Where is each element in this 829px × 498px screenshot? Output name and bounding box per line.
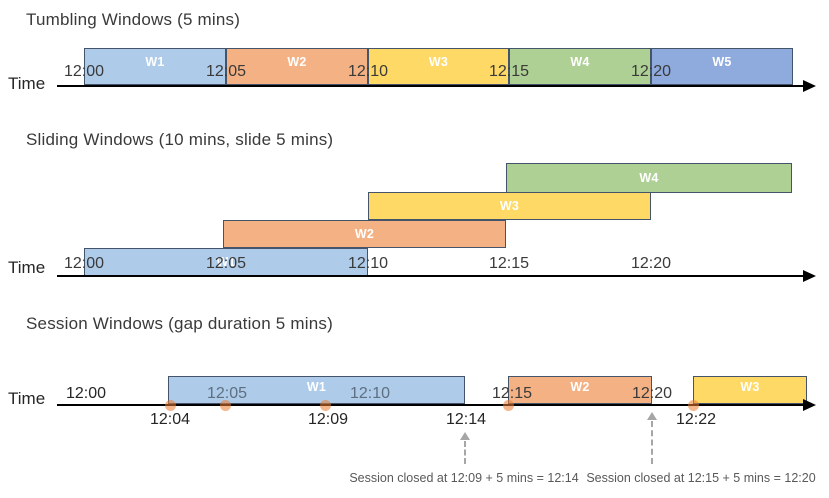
session-section-title: Session Windows (gap duration 5 mins) bbox=[26, 314, 333, 333]
sliding-tick-1200: 12:00 bbox=[63, 255, 105, 272]
event-dot-1209 bbox=[320, 400, 331, 411]
tumbling-window-w4: W4 bbox=[509, 48, 651, 85]
tumbling-window-w2: W2 bbox=[226, 48, 368, 85]
window-label: W1 bbox=[145, 55, 165, 69]
window-label: W3 bbox=[740, 380, 760, 394]
tumbling-time-axis-label: Time bbox=[8, 74, 46, 93]
sliding-window-w2: W2 bbox=[223, 220, 506, 248]
window-label: W2 bbox=[570, 380, 590, 394]
session-tick-1200: 12:00 bbox=[65, 385, 107, 402]
tumbling-tick-1210: 12:10 bbox=[347, 63, 389, 80]
window-label: W5 bbox=[712, 55, 732, 69]
annotation-arrow-line bbox=[651, 421, 653, 464]
window-label: W2 bbox=[354, 227, 375, 241]
event-label-1214: 12:14 bbox=[445, 411, 487, 428]
sliding-axis-arrowhead-icon bbox=[803, 270, 816, 282]
window-label: W3 bbox=[428, 55, 449, 69]
event-label-1222: 12:22 bbox=[675, 411, 717, 428]
window-label: W1 bbox=[306, 380, 327, 394]
event-label-1204: 12:04 bbox=[149, 411, 191, 428]
window-label: W1 bbox=[216, 255, 236, 269]
event-dot-1215 bbox=[503, 400, 514, 411]
sliding-window-w1: W1 bbox=[84, 248, 368, 276]
session-window-w3: W3 bbox=[693, 376, 807, 404]
annotation-arrow-line bbox=[464, 441, 466, 464]
tumbling-axis-arrowhead-icon bbox=[803, 80, 816, 92]
session-window-w1: W1 bbox=[168, 376, 465, 404]
tumbling-time-axis bbox=[57, 85, 804, 87]
session-tick-1210: 12:10 bbox=[349, 385, 391, 402]
tumbling-section-title: Tumbling Windows (5 mins) bbox=[26, 10, 241, 29]
session-window-w2: W2 bbox=[508, 376, 652, 404]
window-label: W4 bbox=[570, 55, 590, 69]
tumbling-tick-1220: 12:20 bbox=[630, 63, 672, 80]
sliding-tick-1220: 12:20 bbox=[630, 255, 672, 272]
tumbling-window-w1: W1 bbox=[84, 48, 226, 85]
session-time-axis-label: Time bbox=[8, 389, 46, 408]
sliding-time-axis bbox=[57, 275, 804, 277]
tumbling-tick-1215: 12:15 bbox=[488, 63, 530, 80]
event-dot-1222 bbox=[688, 400, 699, 411]
session-tick-1220: 12:20 bbox=[631, 385, 673, 402]
event-label-1209: 12:09 bbox=[307, 411, 349, 428]
tumbling-window-w5: W5 bbox=[651, 48, 793, 85]
tumbling-tick-1205: 12:05 bbox=[205, 63, 247, 80]
sliding-window-w4: W4 bbox=[506, 163, 792, 193]
tumbling-window-w3: W3 bbox=[368, 48, 509, 85]
sliding-tick-1205: 12:05 bbox=[205, 255, 247, 272]
window-label: W2 bbox=[287, 55, 307, 69]
event-dot-1204 bbox=[165, 400, 176, 411]
sliding-time-axis-label: Time bbox=[8, 258, 46, 277]
session-tick-1215: 12:15 bbox=[491, 385, 533, 402]
sliding-tick-1210: 12:10 bbox=[347, 255, 389, 272]
sliding-tick-1215: 12:15 bbox=[488, 255, 530, 272]
event-dot-1205 bbox=[220, 400, 231, 411]
sliding-window-w3: W3 bbox=[368, 192, 651, 220]
sliding-section-title: Sliding Windows (10 mins, slide 5 mins) bbox=[26, 130, 334, 149]
window-label: W4 bbox=[639, 171, 659, 185]
session-close-annotation-2: Session closed at 12:15 + 5 mins = 12:20 bbox=[586, 471, 816, 485]
session-axis-arrowhead-icon bbox=[803, 399, 816, 411]
tumbling-tick-1200: 12:00 bbox=[63, 63, 105, 80]
session-tick-1205: 12:05 bbox=[206, 385, 248, 402]
annotation-arrow-up-icon bbox=[460, 432, 470, 440]
session-close-annotation-1: Session closed at 12:09 + 5 mins = 12:14 bbox=[349, 471, 579, 485]
window-label: W3 bbox=[499, 199, 520, 213]
annotation-arrow-up-icon bbox=[647, 412, 657, 420]
session-time-axis bbox=[57, 404, 804, 406]
